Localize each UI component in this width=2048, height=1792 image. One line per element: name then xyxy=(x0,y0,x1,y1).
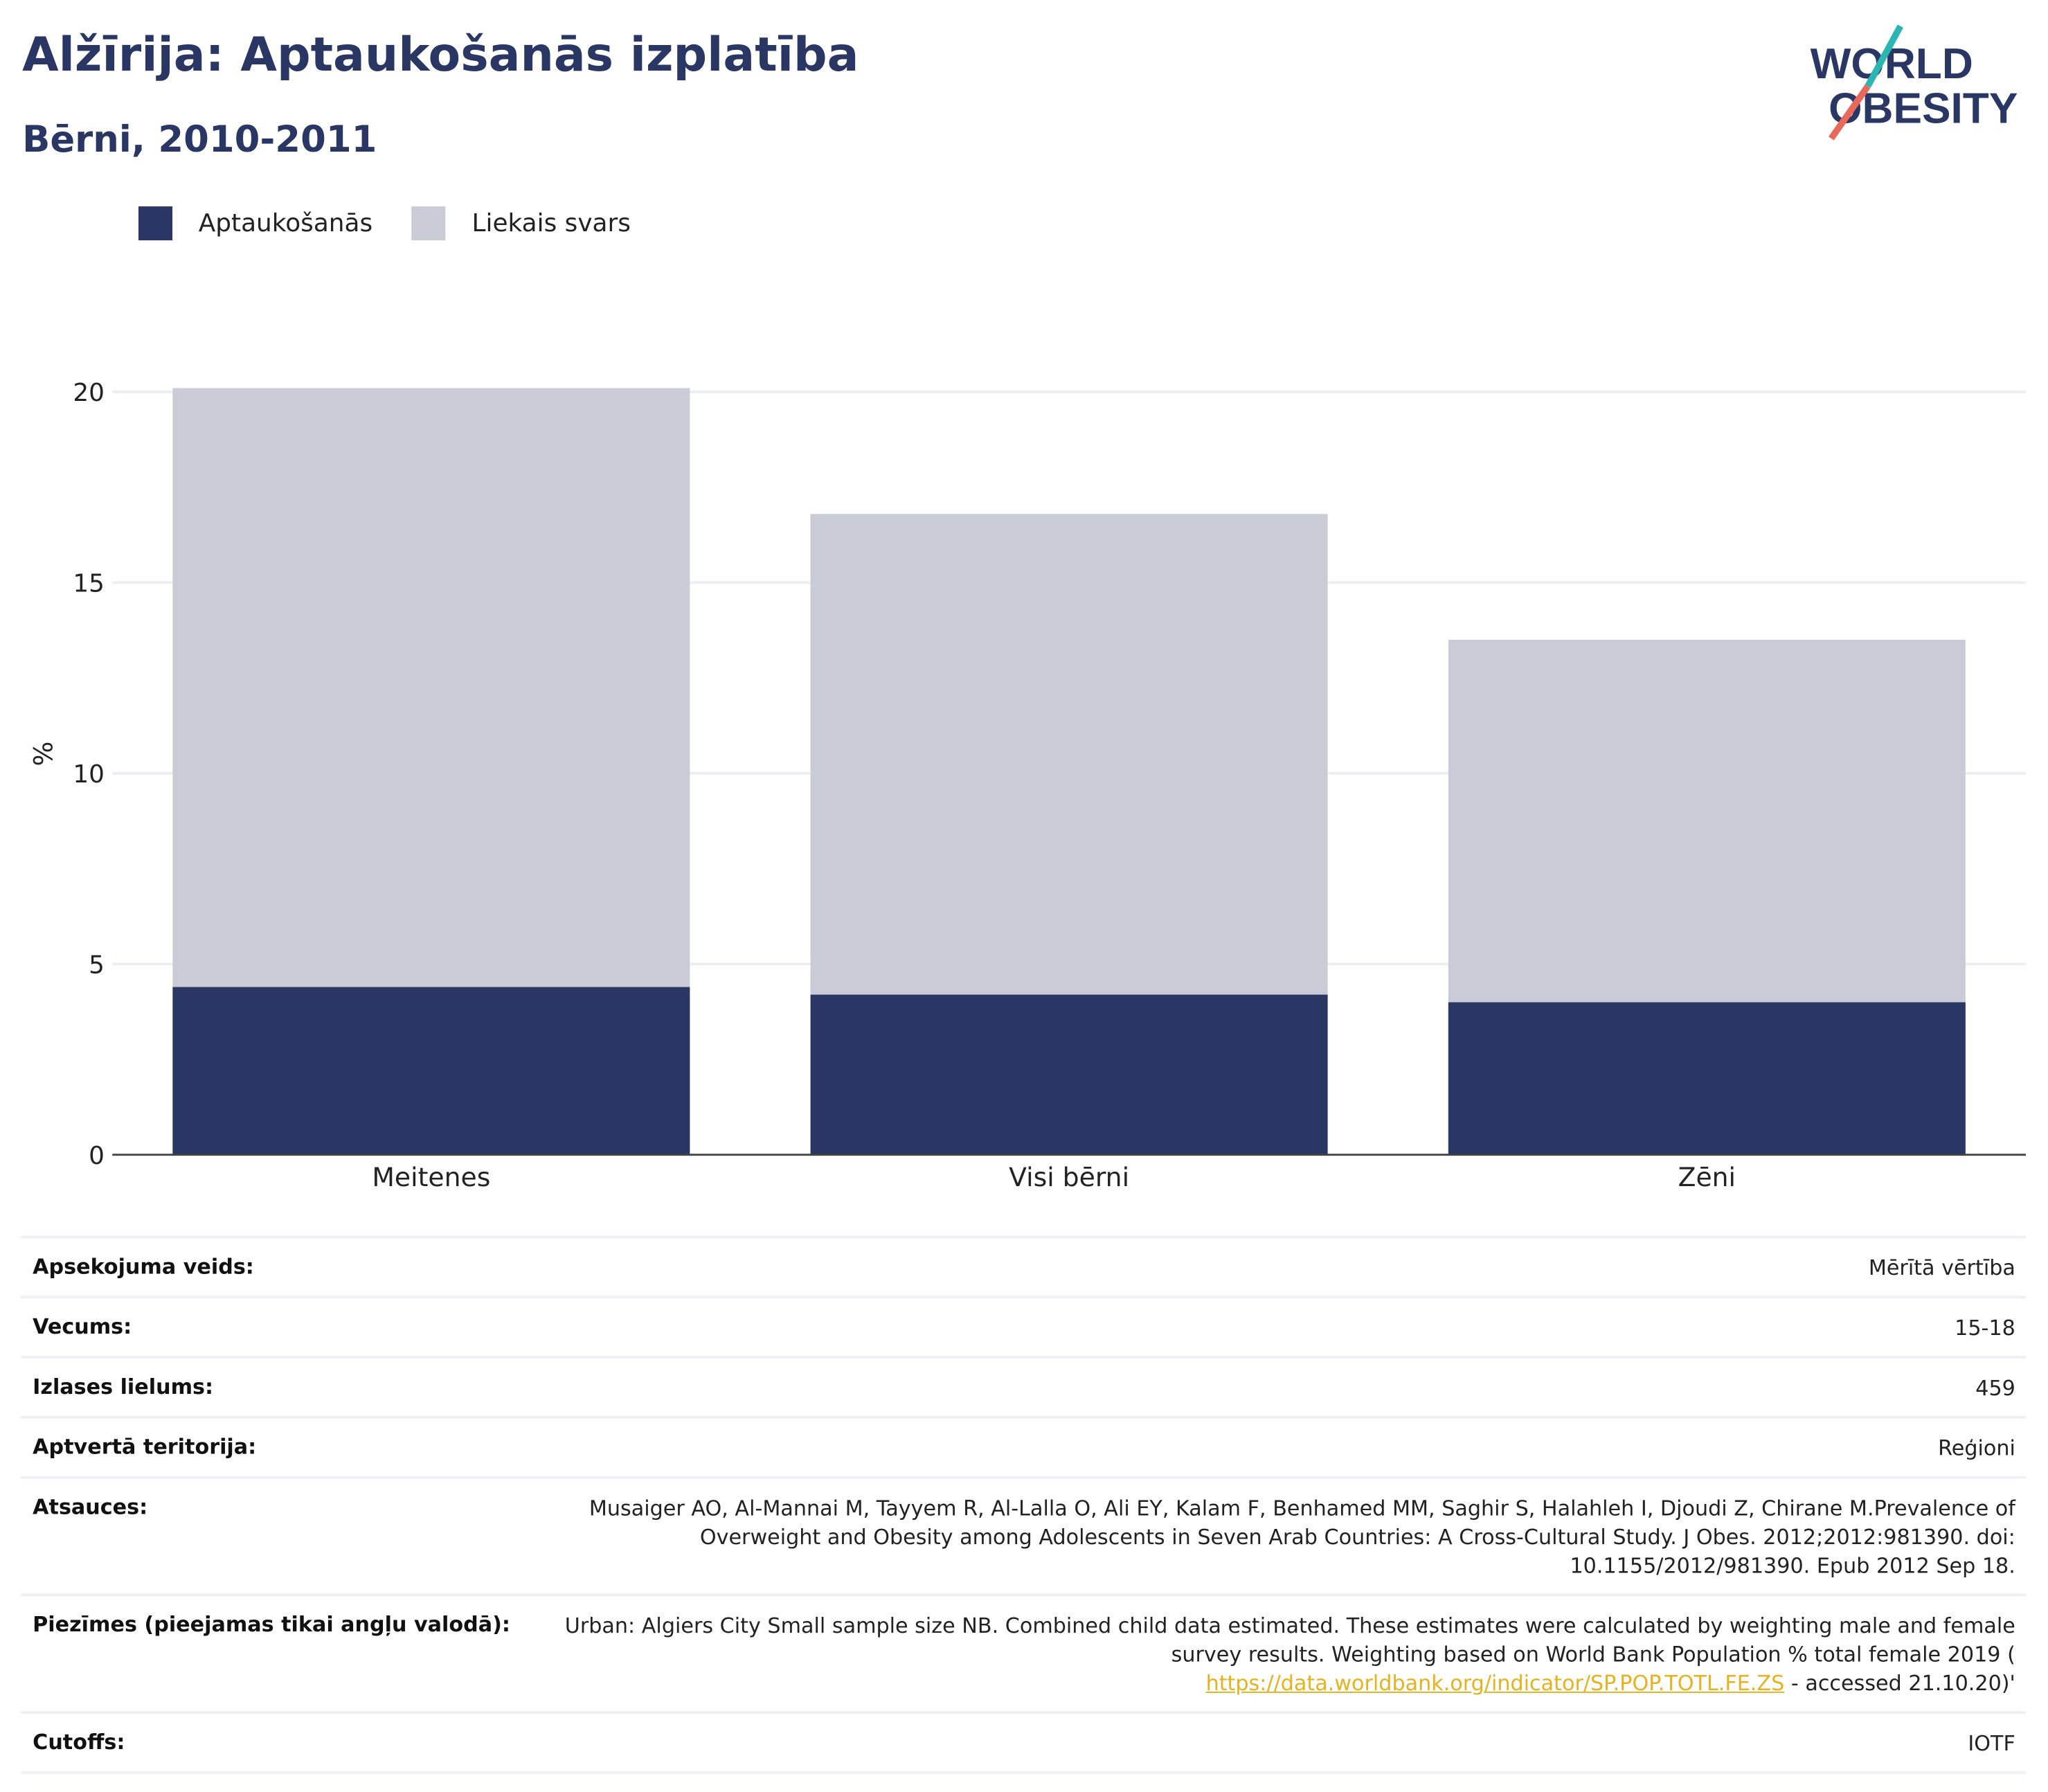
world-obesity-logo: WORLD OBESITY xyxy=(1811,24,2018,141)
notes-text-post: - accessed 21.10.20)' xyxy=(1784,1670,2015,1696)
meta-label: Apsekojuma veids: xyxy=(33,1254,254,1279)
meta-label: Vecums: xyxy=(33,1314,132,1339)
bar-obesity xyxy=(1448,1002,1966,1155)
meta-value: Reģioni xyxy=(1938,1435,2015,1461)
chart-subtitle: Bērni, 2010-2011 xyxy=(22,117,377,161)
meta-row-notes: Piezīmes (pieejamas tikai angļu valodā):… xyxy=(21,1593,2026,1712)
svg-text:OBESITY: OBESITY xyxy=(1829,84,2018,132)
meta-row-coverage: Aptvertā teritorija: Reģioni xyxy=(21,1415,2026,1476)
x-tick-label: Zēni xyxy=(1678,1162,1736,1192)
meta-value: IOTF xyxy=(1968,1730,2015,1756)
meta-row-age: Vecums: 15-18 xyxy=(21,1296,2026,1356)
legend-swatch-obesity xyxy=(138,206,173,241)
legend-item-obesity[interactable]: Aptaukošanās xyxy=(138,206,373,241)
chart-legend: Aptaukošanās Liekais svars xyxy=(138,206,670,241)
meta-label: Aptvertā teritorija: xyxy=(33,1434,257,1460)
legend-item-overweight[interactable]: Liekais svars xyxy=(411,206,631,241)
meta-row-cutoffs: Cutoffs: IOTF xyxy=(21,1711,2026,1774)
meta-value: 15-18 xyxy=(1955,1315,2015,1341)
y-tick-label: 0 xyxy=(89,1142,105,1170)
y-tick-label: 5 xyxy=(89,951,105,979)
meta-value: 459 xyxy=(1975,1375,2015,1401)
stacked-bar-chart: 0 5 10 15 20% Meitenes Visi bērni Zēni xyxy=(28,379,2026,1192)
meta-label: Izlases lielums: xyxy=(33,1374,214,1399)
notes-text-pre: Urban: Algiers City Small sample size NB… xyxy=(564,1613,2015,1667)
y-tick-label: 15 xyxy=(73,570,105,598)
legend-label-overweight: Liekais svars xyxy=(471,208,631,238)
bar-overweight xyxy=(172,388,690,987)
meta-label: Piezīmes (pieejamas tikai angļu valodā): xyxy=(33,1611,510,1637)
y-axis-label: % xyxy=(28,742,58,767)
x-tick-label: Meitenes xyxy=(372,1162,490,1192)
meta-row-references: Atsauces: Musaiger AO, Al-Mannai M, Tayy… xyxy=(21,1476,2026,1594)
meta-value: Musaiger AO, Al-Mannai M, Tayyem R, Al-L… xyxy=(589,1496,2015,1578)
meta-value: Mērītā vērtība xyxy=(1868,1255,2015,1280)
chart-title: Alžīrija: Aptaukošanās izplatība xyxy=(22,28,859,82)
meta-label: Cutoffs: xyxy=(33,1729,125,1755)
meta-row-survey-type: Apsekojuma veids: Mērītā vērtība xyxy=(21,1235,2026,1296)
bar-obesity xyxy=(172,987,690,1155)
worldbank-link[interactable]: https://data.worldbank.org/indicator/SP.… xyxy=(1205,1670,1785,1696)
y-tick-label: 10 xyxy=(73,760,105,789)
meta-row-sample-size: Izlases lielums: 459 xyxy=(21,1356,2026,1416)
legend-swatch-overweight xyxy=(411,206,446,241)
y-tick-label: 20 xyxy=(73,379,105,407)
legend-label-obesity: Aptaukošanās xyxy=(198,208,373,238)
x-tick-label: Visi bērni xyxy=(1009,1162,1129,1192)
metadata-table: Apsekojuma veids: Mērītā vērtība Vecums:… xyxy=(21,1235,2026,1774)
bar-obesity xyxy=(810,994,1328,1155)
meta-label: Atsauces: xyxy=(33,1494,148,1519)
bar-overweight xyxy=(810,514,1328,995)
bar-overweight xyxy=(1448,640,1966,1003)
meta-value: Urban: Algiers City Small sample size NB… xyxy=(526,1612,2015,1699)
